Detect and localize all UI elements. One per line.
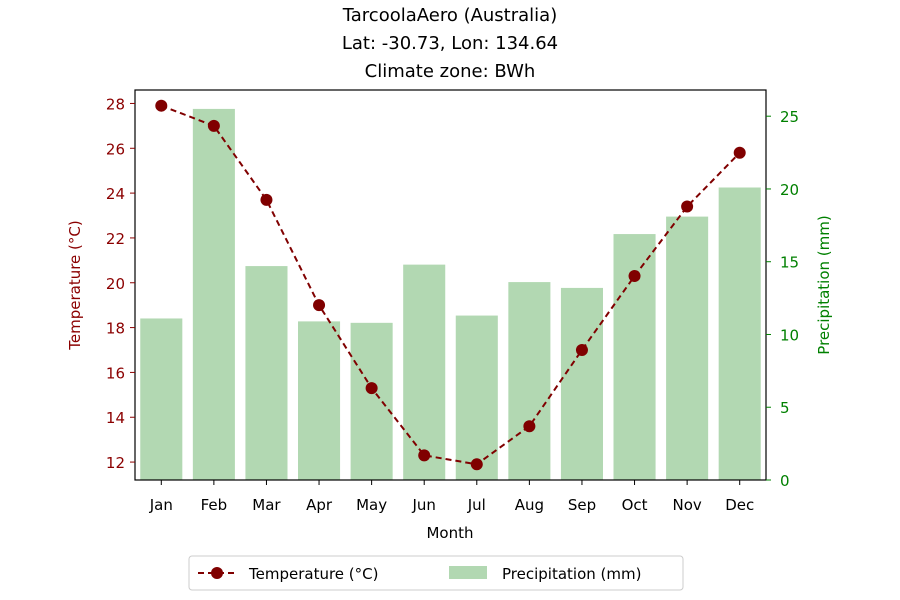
chart-title: TarcoolaAero (Australia) Lat: -30.73, Lo…	[342, 5, 558, 82]
x-tick-label: Feb	[201, 496, 228, 514]
precipitation-bar	[350, 322, 393, 480]
left-tick-label: 20	[106, 275, 125, 293]
legend-precipitation-swatch	[449, 566, 487, 579]
temperature-point	[628, 270, 641, 283]
x-tick-label: Oct	[622, 496, 648, 514]
temperature-point	[681, 200, 694, 213]
precipitation-bar	[140, 318, 183, 480]
chart-subtitle-coordinates: Lat: -30.73, Lon: 134.64	[342, 33, 558, 54]
right-tick-label: 0	[780, 472, 790, 490]
x-tick-label: May	[356, 496, 387, 514]
left-tick-label: 12	[106, 454, 125, 472]
x-tick-label: Sep	[568, 496, 596, 514]
x-tick-label: Dec	[725, 496, 754, 514]
temperature-point	[207, 119, 220, 132]
left-tick-label: 14	[106, 409, 125, 427]
plot-frame	[134, 89, 767, 481]
precipitation-bar	[718, 187, 761, 480]
precipitation-bar	[403, 264, 446, 480]
temperature-point	[260, 193, 273, 206]
left-tick-label: 18	[106, 320, 125, 338]
right-tick-label: 5	[780, 399, 790, 417]
precipitation-bar	[245, 266, 288, 480]
temperature-point	[470, 458, 483, 471]
temperature-point	[365, 382, 378, 395]
left-tick-label: 16	[106, 364, 125, 382]
legend: Temperature (°C) Precipitation (mm)	[188, 555, 684, 591]
legend-box	[188, 555, 684, 591]
legend-temperature-label: Temperature (°C)	[248, 565, 378, 583]
right-axis-ticks: 0 5 10 15 20 25	[766, 108, 799, 490]
left-axis-ticks: 12 14 16 18 20 22 24 26 28	[106, 95, 135, 472]
precipitation-bar	[508, 282, 551, 480]
x-tick-label: Nov	[672, 496, 701, 514]
precipitation-bar	[560, 287, 603, 480]
x-tick-label: Apr	[306, 496, 333, 514]
x-tick-label: Aug	[515, 496, 544, 514]
temperature-line	[160, 104, 741, 466]
legend-precipitation-label: Precipitation (mm)	[502, 565, 641, 583]
right-tick-label: 10	[780, 326, 799, 344]
x-tick-label: Jan	[149, 496, 173, 514]
x-axis-label: Month	[426, 524, 473, 542]
right-tick-label: 20	[780, 181, 799, 199]
left-tick-label: 22	[106, 230, 125, 248]
precipitation-bars	[140, 108, 761, 480]
temperature-point	[733, 146, 746, 159]
x-tick-label: Jun	[411, 496, 435, 514]
left-axis-label: Temperature (°C)	[66, 220, 84, 350]
precipitation-bar	[192, 108, 235, 480]
chart-title-line: TarcoolaAero (Australia)	[342, 5, 557, 26]
right-tick-label: 15	[780, 254, 799, 272]
x-tick-label: Mar	[252, 496, 281, 514]
x-axis-ticks: Jan Feb Mar Apr May Jun Jul Aug Sep Oct Nov Dec	[149, 480, 754, 514]
left-tick-label: 26	[106, 140, 125, 158]
temperature-point	[575, 344, 588, 356]
right-tick-label: 25	[780, 108, 799, 126]
left-tick-label: 24	[106, 185, 125, 203]
precipitation-bar	[666, 216, 709, 480]
precipitation-bar	[455, 315, 498, 480]
temperature-point	[313, 299, 326, 312]
temperature-point	[523, 420, 536, 433]
temperature-point	[418, 449, 431, 462]
legend-temperature-marker	[211, 567, 223, 579]
temperature-point	[155, 99, 168, 112]
chart-subtitle-climate-zone: Climate zone: BWh	[365, 61, 536, 82]
precipitation-bar	[298, 321, 341, 480]
temperature-series	[155, 99, 746, 471]
x-tick-label: Jul	[467, 496, 486, 514]
left-tick-label: 28	[106, 95, 125, 113]
right-axis-label: Precipitation (mm)	[815, 215, 833, 354]
